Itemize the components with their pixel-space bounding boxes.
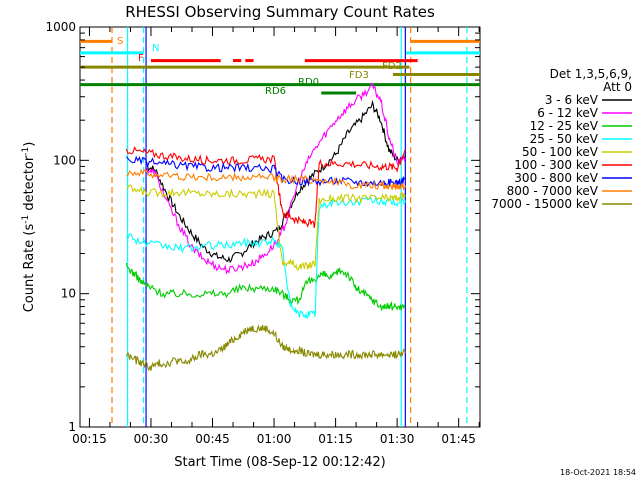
x-tick-label: 00:15	[72, 432, 107, 446]
flag-label: RD6	[265, 86, 286, 97]
flag-bars: S NF FD2 FD3 RD0 RD6	[80, 36, 480, 97]
plot-frame	[79, 26, 481, 428]
x-tick-label: 01:00	[257, 432, 292, 446]
legend-title-line1: Det 1,3,5,6,9,	[550, 67, 632, 81]
series-line	[125, 262, 406, 312]
y-axis-label-mid: detector	[22, 155, 37, 215]
legend-entry-label: 6 - 12 keV	[537, 106, 599, 120]
y-axis-label: Count Rate (s-1 detector-1)	[21, 142, 37, 313]
series-line	[126, 195, 406, 319]
y-axis-label-end: )	[22, 142, 37, 147]
legend-entry-label: 12 - 25 keV	[530, 119, 599, 133]
x-axis-label: Start Time (08-Sep-12 00:12:42)	[174, 455, 385, 470]
flag-label: F	[138, 53, 144, 64]
x-tick-label: 01:30	[380, 432, 415, 446]
series-line	[125, 155, 406, 188]
legend-entry-label: 25 - 50 keV	[530, 132, 599, 146]
legend-title-line2: Att 0	[603, 80, 632, 94]
y-tick-label: 100	[53, 153, 76, 167]
y-axis-label-sup1: -1	[21, 215, 31, 224]
flag-label: RD0	[298, 77, 319, 88]
series-line	[125, 324, 406, 371]
x-tick-label: 00:30	[134, 432, 169, 446]
y-axis-label-sup2: -1	[21, 147, 31, 156]
legend-entry-label: 300 - 800 keV	[514, 171, 598, 185]
series-line	[146, 82, 406, 275]
series-line	[126, 168, 406, 191]
legend-entry-label: 7000 - 15000 keV	[491, 197, 598, 211]
series-line	[146, 99, 406, 264]
y-tick-label: 1	[68, 420, 76, 434]
x-tick-label: 00:45	[195, 432, 230, 446]
series-line	[126, 184, 406, 272]
timestamp: 18-Oct-2021 18:54	[560, 468, 636, 477]
y-tick-label: 1000	[45, 20, 76, 34]
data-series	[125, 82, 406, 371]
x-tick-label: 01:15	[318, 432, 353, 446]
y-tick-label: 10	[61, 287, 76, 301]
flag-label: FD2	[382, 61, 402, 72]
legend-entry-label: 50 - 100 keV	[522, 145, 599, 159]
y-axis: 1 10 100 1000	[45, 20, 480, 434]
legend-entry-label: 3 - 6 keV	[545, 93, 599, 107]
y-axis-label-main: Count Rate (s	[22, 224, 37, 313]
x-axis: 00:15 00:30 00:45 01:00 01:15 01:30 01:45	[72, 27, 480, 446]
legend-entry-label: 800 - 7000 keV	[507, 184, 599, 198]
flag-label: FD3	[349, 70, 369, 81]
legend-entry-label: 100 - 300 keV	[514, 158, 598, 172]
x-tick-label: 01:45	[441, 432, 476, 446]
chart-title: RHESSI Observing Summary Count Rates	[125, 3, 435, 21]
flag-label: S	[117, 36, 123, 47]
series-line	[125, 146, 406, 228]
flag-label: N	[152, 43, 159, 54]
